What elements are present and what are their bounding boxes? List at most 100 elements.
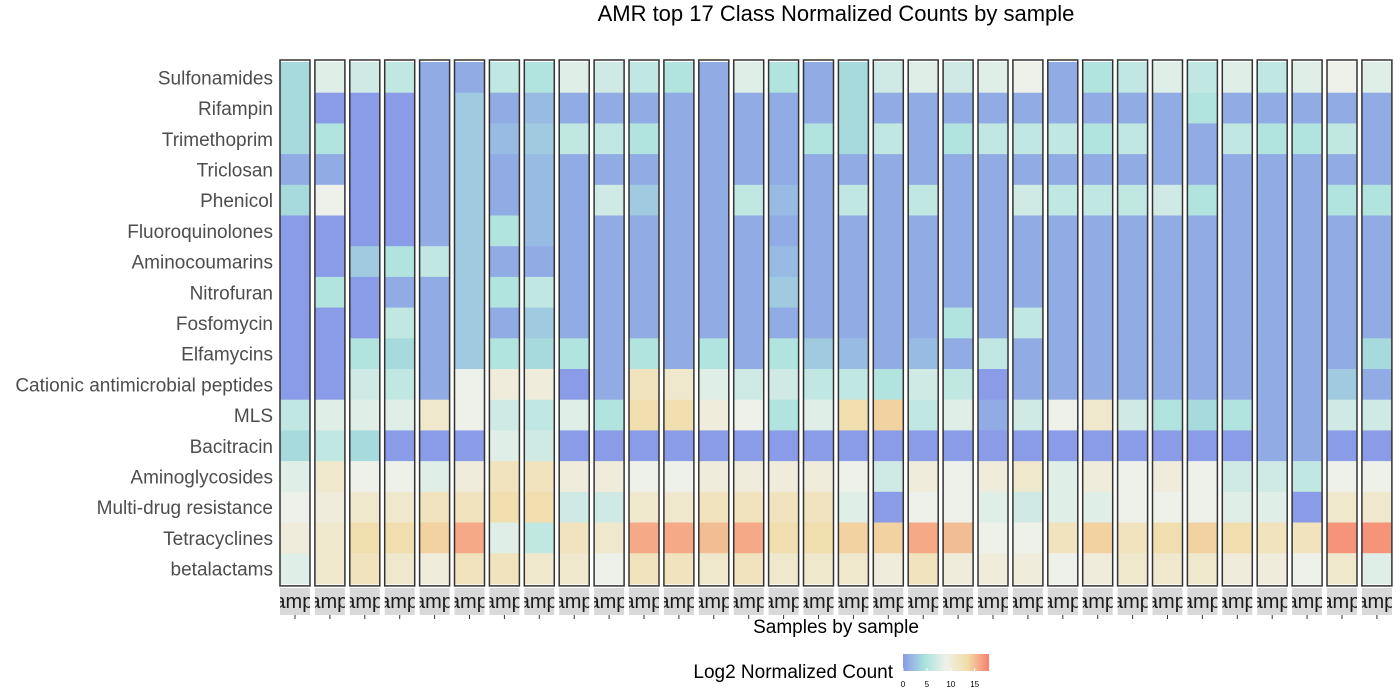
heatmap-cell xyxy=(663,184,694,216)
heatmap-cell xyxy=(559,215,590,247)
heatmap-cell xyxy=(943,215,974,247)
facet-strip xyxy=(768,588,799,615)
facet-panel-border xyxy=(1221,59,1254,587)
heatmap-cell xyxy=(943,123,974,155)
facet-strip-label: Sample xyxy=(889,591,957,613)
heatmap-cell xyxy=(314,399,345,431)
facet-panels xyxy=(279,59,1393,587)
facet-strip-label: Sample xyxy=(296,591,364,613)
heatmap-cell xyxy=(1082,246,1113,278)
heatmap-cell xyxy=(314,307,345,339)
heatmap-cell xyxy=(943,491,974,523)
row-label: Sulfonamides xyxy=(158,68,273,89)
facet-strip-label: Sample xyxy=(994,591,1062,613)
heatmap-cell xyxy=(489,307,520,339)
heatmap-cell xyxy=(489,92,520,124)
facet-strip-label: Sample xyxy=(924,591,992,613)
facet-panel-border xyxy=(872,59,905,587)
heatmap-cell xyxy=(943,399,974,431)
heatmap-cell xyxy=(314,553,345,585)
heatmap-cell xyxy=(489,154,520,186)
heatmap-cell xyxy=(1047,491,1078,523)
facet-strip xyxy=(1187,588,1218,615)
heatmap-cell xyxy=(1257,62,1288,94)
heatmap-cell xyxy=(978,338,1008,370)
facet-strip xyxy=(873,588,904,615)
heatmap-cell xyxy=(768,430,799,462)
facet-strip xyxy=(524,588,555,615)
heatmap-cell xyxy=(1082,92,1113,124)
heatmap-cell xyxy=(629,154,659,186)
facet-strip xyxy=(314,588,345,615)
heatmap-cell xyxy=(280,184,310,216)
heatmap-cell xyxy=(803,430,834,462)
row-label: Bacitracin xyxy=(190,437,273,458)
heatmap-cell xyxy=(978,491,1008,523)
facet-strip-label: Sample xyxy=(540,591,608,613)
heatmap-cell xyxy=(489,461,520,493)
facet-strip xyxy=(559,588,590,615)
facet-strips: SampleSampleSampleSampleSampleSampleSamp… xyxy=(261,588,1392,619)
heatmap-cell xyxy=(908,123,939,155)
heatmap-cell xyxy=(349,276,380,308)
heatmap-cell xyxy=(663,246,694,278)
heatmap-cell xyxy=(349,430,380,462)
heatmap-cell xyxy=(733,522,764,554)
heatmap-cell xyxy=(1187,123,1218,155)
facet-strip-label: Sample xyxy=(470,591,538,613)
heatmap-cell xyxy=(524,154,555,186)
heatmap-cell xyxy=(873,430,904,462)
facet-strip-label: Sample xyxy=(959,591,1027,613)
row-label: Cationic antimicrobial peptides xyxy=(15,375,273,396)
heatmap-cell xyxy=(1082,430,1113,462)
heatmap-cell xyxy=(1152,338,1183,370)
heatmap-cell xyxy=(1292,369,1323,401)
row-label: Aminocoumarins xyxy=(132,253,274,274)
heatmap-cell xyxy=(1082,62,1113,94)
row-label: Fluoroquinolones xyxy=(127,222,273,243)
heatmap-cell xyxy=(1361,276,1392,308)
heatmap-cell xyxy=(733,184,764,216)
heatmap-cell xyxy=(349,215,380,247)
heatmap-cell xyxy=(978,215,1008,247)
heatmap-cell xyxy=(698,369,729,401)
heatmap-cell xyxy=(1257,522,1288,554)
facet-strip-label: Sample xyxy=(819,591,887,613)
heatmap-cell xyxy=(978,399,1008,431)
heatmap-cell xyxy=(733,154,764,186)
heatmap-cell xyxy=(1327,430,1357,462)
heatmap-cell xyxy=(698,276,729,308)
heatmap-cell xyxy=(1117,62,1148,94)
heatmap-cell xyxy=(838,154,869,186)
heatmap-cell xyxy=(384,461,415,493)
heatmap-cell xyxy=(1222,491,1253,523)
heatmap-cell xyxy=(524,215,555,247)
heatmap-cell xyxy=(1292,62,1323,94)
heatmap-cell xyxy=(454,369,485,401)
heatmap-cell xyxy=(280,338,310,370)
heatmap-cell xyxy=(803,553,834,585)
heatmap-cell xyxy=(454,184,485,216)
facet-strip-label: Sample xyxy=(1308,591,1376,613)
heatmap-cell xyxy=(454,430,485,462)
heatmap-cell xyxy=(349,92,380,124)
row-label: Nitrofuran xyxy=(190,283,273,304)
heatmap-cell xyxy=(419,92,450,124)
facet-strip xyxy=(803,588,834,615)
heatmap-cell xyxy=(280,369,310,401)
heatmap-cell xyxy=(419,338,450,370)
heatmap-cell xyxy=(280,461,310,493)
heatmap-cell xyxy=(1152,369,1183,401)
heatmap-cell xyxy=(943,62,974,94)
facet-strip-label: Sample xyxy=(854,591,922,613)
heatmap-cell xyxy=(768,338,799,370)
facet-strip xyxy=(489,588,520,615)
facet-panel-border xyxy=(1326,59,1358,587)
facet-panel-border xyxy=(418,59,451,587)
heatmap-cell xyxy=(419,369,450,401)
facet-strip-label: Sample xyxy=(366,591,434,613)
heatmap-cell xyxy=(1012,369,1043,401)
facet-strip xyxy=(629,588,659,615)
facet-strip-label: Sample xyxy=(261,591,329,613)
heatmap-cell xyxy=(698,92,729,124)
